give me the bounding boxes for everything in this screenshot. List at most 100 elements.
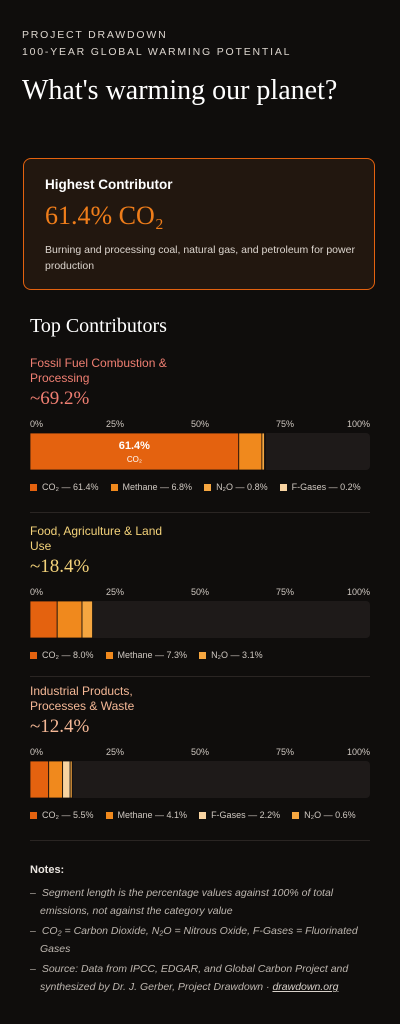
legend-swatch — [105, 811, 113, 819]
x-tick-label: 50% — [191, 587, 209, 597]
chart-title: Industrial Products, Processes & Waste — [30, 684, 135, 713]
x-tick-label: 0% — [30, 419, 43, 429]
x-tick-label: 100% — [347, 747, 370, 757]
legend-item: F-Gases — 2.2% — [199, 810, 280, 820]
bar-segment — [30, 432, 240, 471]
x-tick-label: 0% — [30, 747, 43, 757]
kicker: PROJECT DRAWDOWN — [22, 29, 168, 41]
legend-label: Methane — 4.1% — [117, 810, 188, 820]
legend-item: N₂O — 0.8% — [204, 482, 268, 492]
chart: Fossil Fuel Combustion & Processing ~69.2… — [30, 356, 370, 506]
highlight-box: Highest Contributor 61.4% CO₂ Burning an… — [23, 158, 375, 290]
legend-swatch — [30, 651, 37, 659]
highlight-description: Burning and processing coal, natural gas… — [45, 244, 355, 272]
legend-swatch — [110, 483, 118, 491]
legend-label: N₂O — 0.8% — [216, 482, 268, 492]
x-tick-label: 100% — [347, 587, 370, 597]
legend-swatch — [30, 483, 37, 491]
highlight-value: 61.4% CO₂ — [45, 201, 164, 230]
bar-segment — [264, 432, 266, 471]
segment-name-label: CO₂ — [127, 455, 142, 464]
legend-item: CO₂ — 5.5% — [30, 810, 94, 820]
bar-segment — [48, 760, 64, 799]
note-text: CO₂ = Carbon Dioxide, N₂O = Nitrous Oxid… — [40, 925, 358, 955]
bar-segment — [69, 760, 73, 799]
legend-item: Methane — 7.3% — [105, 650, 188, 660]
bar-chart: 0% 25% 50% 75% 100% 61.4% CO₂ — [30, 419, 370, 471]
legend-swatch — [105, 651, 113, 659]
x-tick-label: 75% — [276, 587, 294, 597]
x-tick-label: 25% — [106, 747, 124, 757]
x-tick-label: 100% — [347, 419, 370, 429]
legend-item: N₂O — 0.6% — [292, 810, 356, 820]
legend-item: Methane — 6.8% — [110, 482, 193, 492]
legend-label: F-Gases — 0.2% — [291, 482, 361, 492]
legend-label: CO₂ — 8.0% — [42, 650, 94, 660]
notes: Notes: Segment length is the percentage … — [30, 864, 370, 998]
chart: Industrial Products, Processes & Waste ~1… — [30, 684, 370, 834]
legend-swatch — [30, 811, 37, 819]
legend-item: Methane — 4.1% — [105, 810, 188, 820]
bar-segment — [238, 432, 263, 471]
legend: CO₂ — 5.5% Methane — 4.1% F-Gases — 2.2% N₂… — [30, 810, 356, 820]
legend-swatch — [279, 483, 287, 491]
legend-label: F-Gases — 2.2% — [211, 810, 281, 820]
bar-segment — [56, 600, 83, 639]
legend-swatch — [292, 811, 300, 819]
note-text: Source: Data from IPCC, EDGAR, and Globa… — [40, 963, 349, 993]
bar-segment — [62, 760, 71, 799]
x-tick-label: 25% — [106, 419, 124, 429]
legend: CO₂ — 61.4% Methane — 6.8% N₂O — 0.8% F-Gas… — [30, 482, 361, 492]
bar-chart: 0% 25% 50% 75% 100% — [30, 747, 370, 799]
chart-title: Fossil Fuel Combustion & Processing — [30, 356, 167, 385]
note-item: Source: Data from IPCC, EDGAR, and Globa… — [30, 960, 370, 996]
bar-segment — [30, 600, 58, 639]
legend-label: N₂O — 0.6% — [304, 810, 356, 820]
legend-swatch — [199, 651, 207, 659]
notes-list: Segment length is the percentage values … — [30, 884, 370, 996]
highlight-label: Highest Contributor — [45, 177, 173, 192]
chart-title: Food, Agriculture & Land Use — [30, 524, 163, 553]
bar-track — [30, 601, 370, 638]
legend-label: CO₂ — 61.4% — [42, 482, 99, 492]
legend-swatch — [199, 811, 207, 819]
chart: Food, Agriculture & Land Use ~18.4% 0% 25% 5… — [30, 524, 370, 674]
x-tick-label: 50% — [191, 747, 209, 757]
note-text: Segment length is the percentage values … — [40, 887, 334, 917]
note-item: Segment length is the percentage values … — [30, 884, 370, 920]
divider — [30, 840, 370, 841]
note-item: CO₂ = Carbon Dioxide, N₂O = Nitrous Oxid… — [30, 922, 370, 958]
bar-segment — [81, 600, 93, 639]
legend-item: CO₂ — 8.0% — [30, 650, 94, 660]
chart-subtitle: ~69.2% — [30, 388, 90, 409]
legend-item: F-Gases — 0.2% — [279, 482, 361, 492]
legend-label: N₂O — 3.1% — [211, 650, 263, 660]
legend-label: Methane — 6.8% — [122, 482, 193, 492]
bar-chart: 0% 25% 50% 75% 100% — [30, 587, 370, 639]
bar-segment — [30, 760, 50, 799]
legend-label: Methane — 7.3% — [117, 650, 188, 660]
subkicker: 100-YEAR GLOBAL WARMING POTENTIAL — [22, 46, 292, 58]
bar-segment — [261, 432, 266, 471]
legend-label: CO₂ — 5.5% — [42, 810, 94, 820]
x-tick-label: 75% — [276, 419, 294, 429]
legend-item: N₂O — 3.1% — [199, 650, 263, 660]
x-tick-label: 50% — [191, 419, 209, 429]
chart-subtitle: ~18.4% — [30, 556, 90, 577]
x-tick-label: 75% — [276, 747, 294, 757]
divider — [30, 676, 370, 677]
page-title: What's warming our planet? — [22, 75, 338, 106]
bar-track — [30, 761, 370, 798]
section-title: Top Contributors — [30, 315, 167, 337]
chart-subtitle: ~12.4% — [30, 716, 90, 737]
divider — [30, 512, 370, 513]
note-link[interactable]: drawdown.org — [272, 981, 339, 993]
notes-title: Notes: — [30, 864, 65, 876]
x-tick-label: 0% — [30, 587, 43, 597]
segment-value-label: 61.4% — [119, 440, 150, 452]
legend: CO₂ — 8.0% Methane — 7.3% N₂O — 3.1% — [30, 650, 263, 660]
legend-swatch — [204, 483, 212, 491]
x-tick-label: 25% — [106, 587, 124, 597]
legend-item: CO₂ — 61.4% — [30, 482, 99, 492]
